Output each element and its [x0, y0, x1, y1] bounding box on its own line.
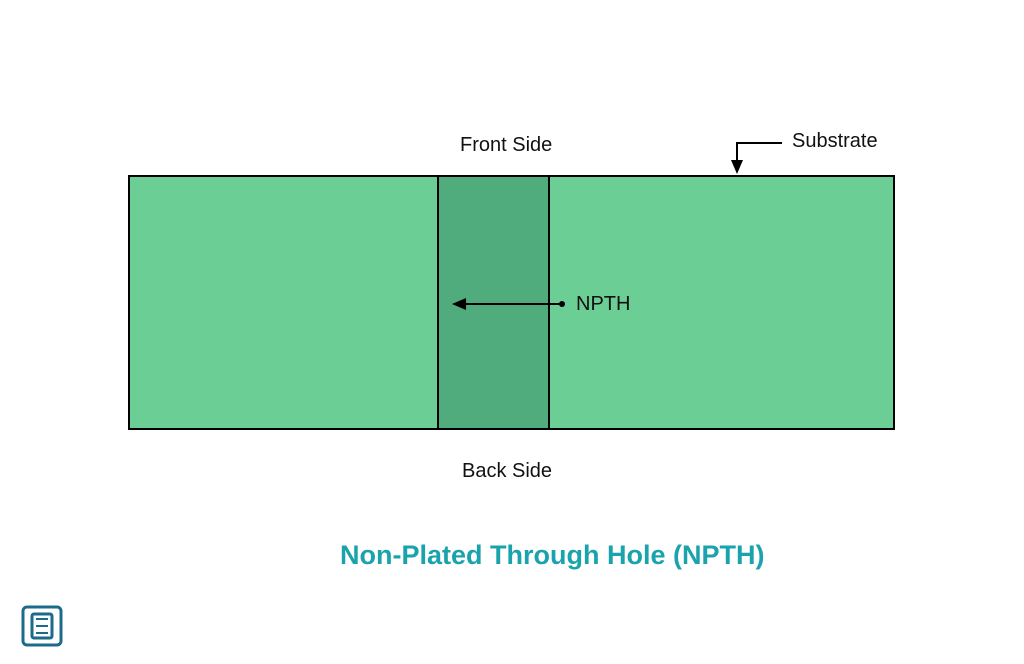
- substrate-left: [128, 175, 437, 430]
- diagram-title: Non-Plated Through Hole (NPTH): [340, 540, 764, 571]
- label-front-side: Front Side: [460, 134, 552, 157]
- label-npth: NPTH: [576, 293, 630, 316]
- brand-logo-icon: [20, 604, 64, 648]
- label-back-side: Back Side: [462, 460, 552, 483]
- substrate-arrow: [737, 143, 782, 172]
- npth-diagram: Front Side Back Side Substrate NPTH Non-…: [0, 0, 1024, 664]
- label-substrate: Substrate: [792, 130, 878, 153]
- npth-hole-region: [437, 175, 550, 430]
